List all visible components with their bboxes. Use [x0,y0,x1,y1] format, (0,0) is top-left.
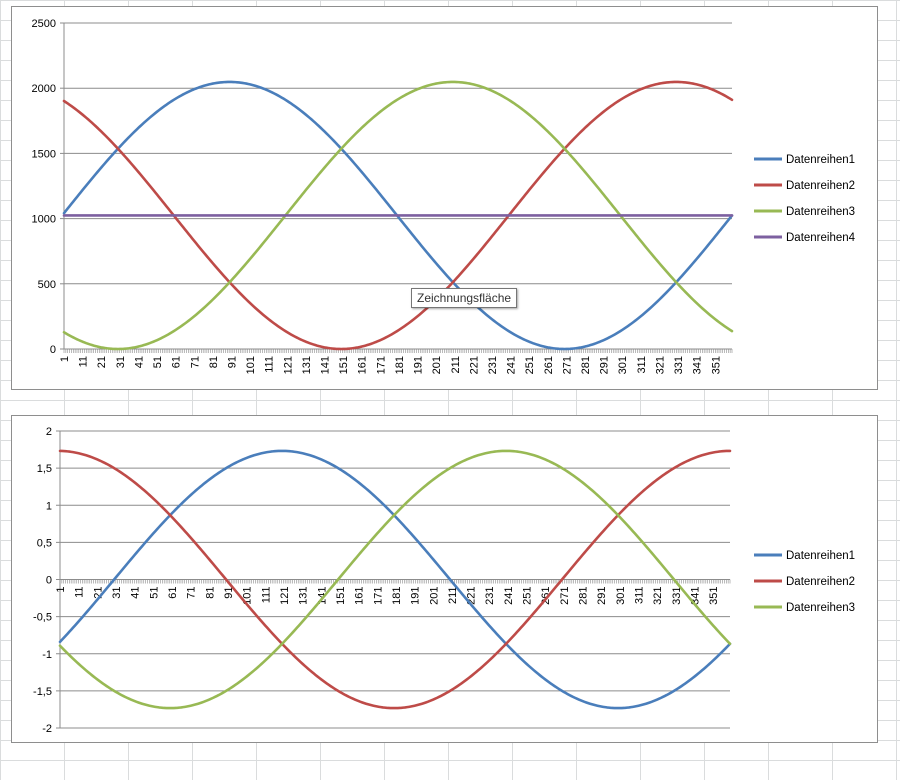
x-tick-label: 301 [617,356,629,374]
x-tick-label: 231 [484,587,496,605]
y-tick-label: 2 [46,426,52,438]
x-tick-label: 311 [634,587,646,605]
y-tick-label: 500 [38,279,56,291]
x-tick-label: 191 [410,587,422,605]
x-tick-label: 91 [223,587,235,599]
x-tick-label: 61 [171,356,183,368]
series-line-1[interactable] [58,449,732,710]
x-tick-label: 61 [167,587,179,599]
x-tick-label: 91 [226,356,238,368]
y-tick-label: -0,5 [33,612,52,624]
x-tick-label: 311 [636,356,648,374]
x-tick-label: 221 [468,356,480,374]
series-line-2[interactable] [62,80,734,351]
legend-entry[interactable]: Datenreihen4 [786,232,856,244]
x-tick-label: 171 [372,587,384,605]
x-tick-label: 351 [710,356,722,374]
x-tick-label: 271 [559,587,571,605]
x-tick-label: 181 [394,356,406,374]
x-tick-label: 171 [375,356,387,374]
x-tick-label: 131 [301,356,313,374]
x-tick-label: 191 [413,356,425,374]
y-tick-label: 1500 [32,148,56,160]
legend-entry[interactable]: Datenreihen1 [786,154,855,166]
legend-entry[interactable]: Datenreihen2 [786,576,855,588]
x-tick-label: 251 [524,356,536,374]
x-tick-label: 321 [652,587,664,605]
x-tick-label: 151 [338,356,350,374]
x-tick-label: 241 [506,356,518,374]
x-tick-label: 351 [708,587,720,605]
x-tick-label: 211 [447,587,459,605]
x-tick-label: 71 [189,356,201,368]
x-tick-label: 41 [130,587,142,599]
x-tick-label: 301 [615,587,627,605]
y-tick-label: 0 [50,344,56,356]
x-tick-marks [59,579,731,584]
x-tick-label: 1 [55,587,67,593]
x-tick-label: 281 [580,356,592,374]
x-tick-label: 251 [522,587,534,605]
x-tick-label: 31 [111,587,123,599]
x-tick-label: 241 [503,587,515,605]
y-tick-label: 0 [46,575,52,587]
y-tick-label: -1 [42,649,52,661]
chart-bottom-svg[interactable]: -2-1,5-1-0,500,511,521 11 21 31 41 51 61 71 81 91… [12,416,877,742]
x-tick-label: 151 [335,587,347,605]
legend-entry[interactable]: Datenreihen3 [786,602,855,614]
series-line-3[interactable] [58,449,732,710]
x-tick-label: 281 [578,587,590,605]
x-tick-label: 81 [208,356,220,368]
x-tick-label: 1 [59,356,71,362]
y-tick-label: -2 [42,723,52,735]
x-tick-label: 21 [96,356,108,368]
y-tick-label: 1,5 [37,463,52,475]
x-tick-label: 201 [431,356,443,374]
legend-entry[interactable]: Datenreihen2 [786,180,855,192]
x-tick-label: 261 [543,356,555,374]
chart-bottom[interactable]: -2 -1,5 -1 -0,5 0 0,5 1 1,5 2 1 11 21 31 41 51 61 71 81 91… [11,415,878,743]
x-tick-label: 321 [654,356,666,374]
x-tick-label: 41 [133,356,145,368]
chart-top[interactable]: 0 500 1000 1500 2000 2500 1 11 21 31 41 51 61 71 81 91 1… [11,6,878,390]
y-tick-label: 2500 [32,18,56,30]
x-tick-label: 331 [673,356,685,374]
x-tick-label: 51 [148,587,160,599]
legend-entry[interactable]: Datenreihen1 [786,550,855,562]
x-tick-label: 201 [428,587,440,605]
y-tick-label: 2000 [32,83,56,95]
x-tick-label: 331 [671,587,683,605]
x-tick-label: 231 [487,356,499,374]
x-tick-label: 161 [357,356,369,374]
x-tick-label: 341 [692,356,704,374]
x-tick-label: 291 [599,356,611,374]
legend-entry[interactable]: Datenreihen3 [786,206,855,218]
x-tick-label: 141 [320,356,332,374]
x-tick-label: 71 [186,587,198,599]
y-tick-label: -1,5 [33,686,52,698]
x-tick-label: 31 [115,356,127,368]
x-tick-label: 181 [391,587,403,605]
y-tick-label: 1 [46,500,52,512]
x-tick-label: 211 [450,356,462,374]
y-tick-label: 1000 [32,214,56,226]
x-tick-label: 101 [245,356,257,374]
x-tick-label: 51 [152,356,164,368]
x-tick-marks [63,349,733,353]
x-tick-label: 161 [354,587,366,605]
x-tick-label: 111 [260,587,272,604]
x-tick-label: 121 [282,356,294,374]
x-tick-label: 131 [298,587,310,605]
x-tick-label: 121 [279,587,291,605]
x-tick-label: 271 [561,356,573,374]
x-tick-label: 81 [204,587,216,599]
y-tick-label: 0,5 [37,537,52,549]
x-tick-label: 11 [74,587,86,598]
x-tick-label: 11 [78,356,90,367]
x-tick-label: 111 [264,356,276,373]
x-tick-label: 291 [596,587,608,605]
chart-tooltip: Zeichnungsfläche [411,288,518,308]
